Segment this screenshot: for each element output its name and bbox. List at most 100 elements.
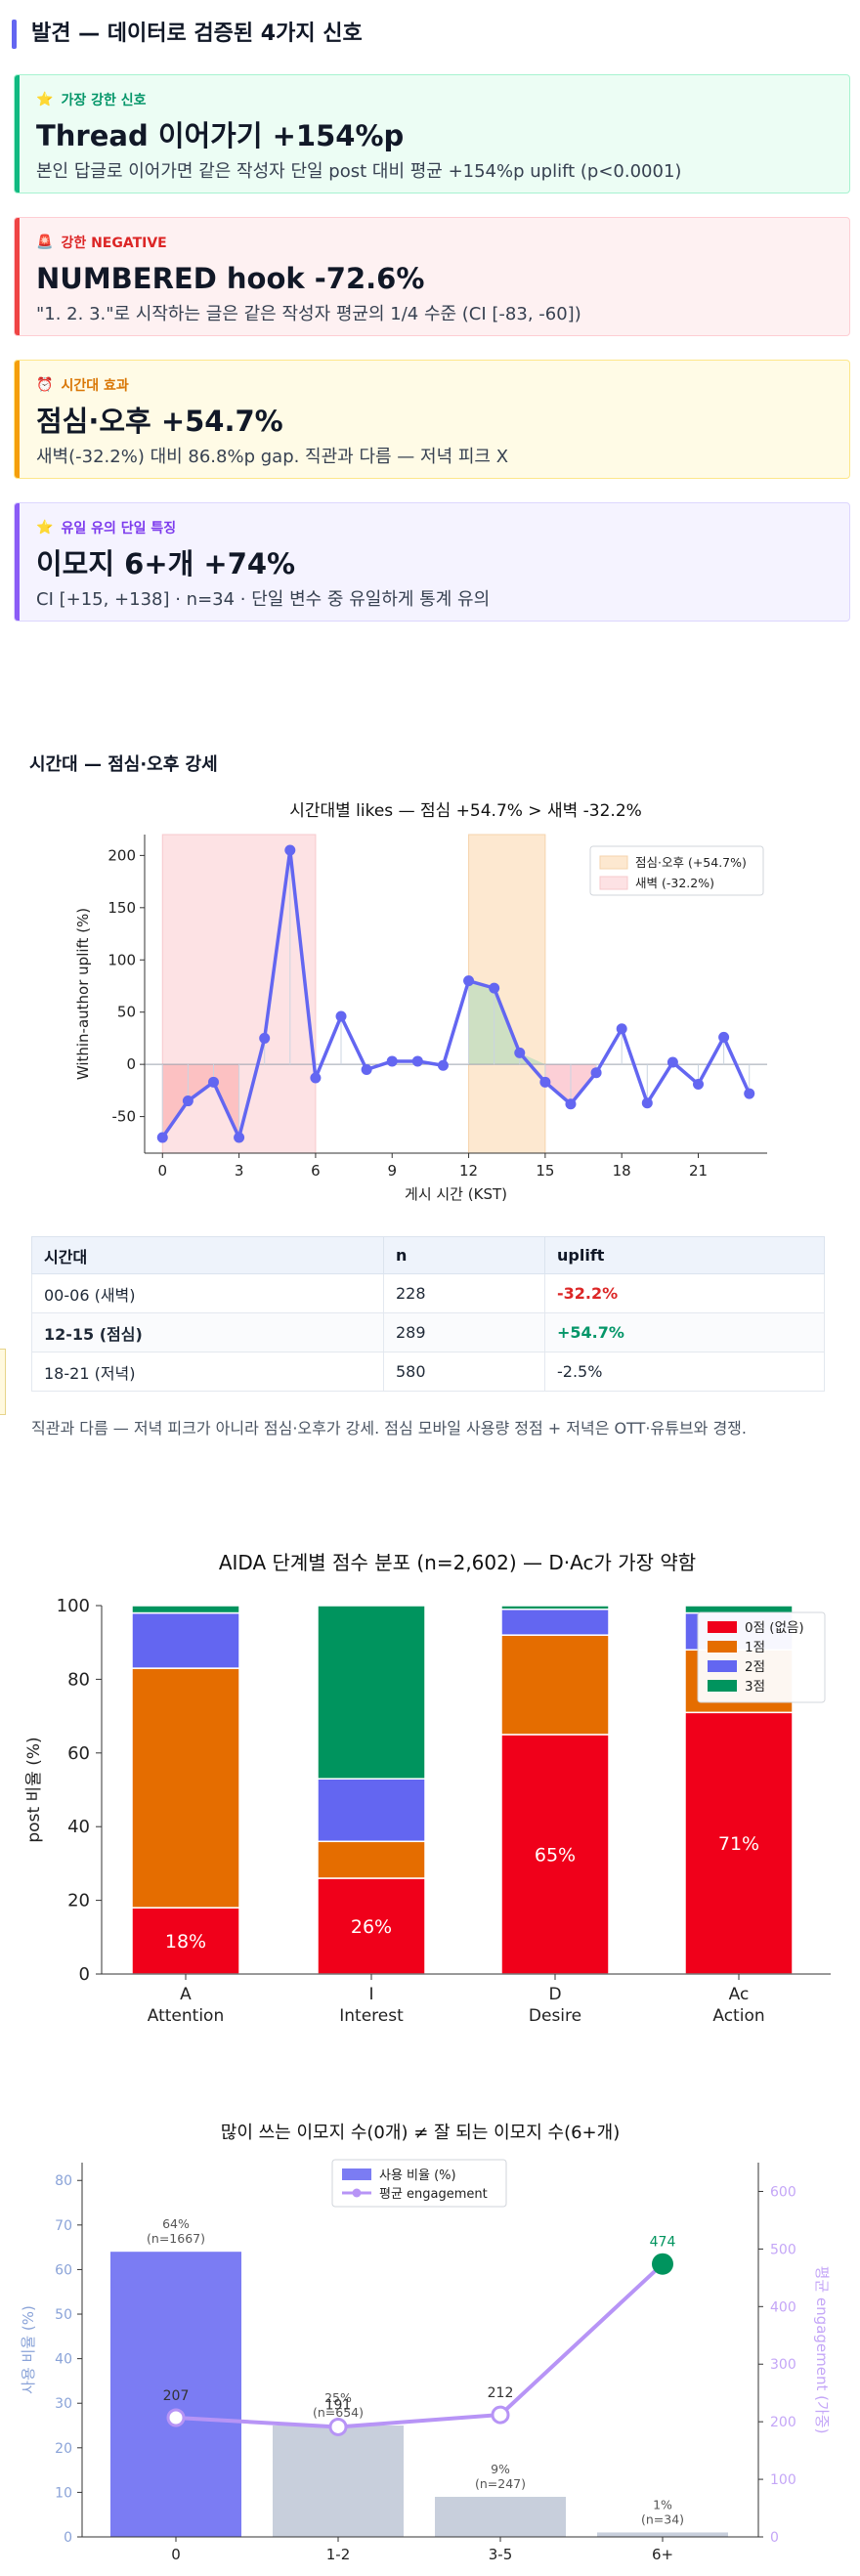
x-tick-label: 15 bbox=[536, 1162, 554, 1180]
card-tag-label: 유일 유의 단일 특징 bbox=[61, 521, 177, 537]
card-tag-label: 가장 강한 신호 bbox=[61, 93, 147, 108]
card-description: 본인 답글로 이어가면 같은 작성자 단일 post 대비 평균 +154%p … bbox=[36, 161, 682, 182]
y-tick-label: 60 bbox=[67, 1743, 90, 1764]
card-accent-bar bbox=[15, 503, 20, 621]
chart-title: 많이 쓰는 이모지 수(0개) ≠ 잘 되는 이모지 수(6+개) bbox=[221, 2123, 620, 2143]
legend-box bbox=[589, 845, 764, 896]
warning-icon: 🚨 bbox=[36, 235, 54, 250]
y2-tick-label: 600 bbox=[770, 2184, 796, 2200]
finding-card-emoji: ⭐ 유일 유의 단일 특징 이모지 6+개 +74% CI [+15, +138]… bbox=[14, 502, 850, 622]
bar-value-label: 25% bbox=[324, 2390, 352, 2405]
timezone-subtitle: 시간대 — 점심·오후 강세 bbox=[29, 754, 218, 775]
y-axis-label: 사용 비율 (%) bbox=[20, 2305, 37, 2394]
card-accent-bar bbox=[15, 361, 20, 478]
legend-marker bbox=[352, 2188, 362, 2198]
stacked-bar-segment bbox=[131, 1611, 240, 1669]
legend-swatch bbox=[599, 876, 628, 890]
engagement-point bbox=[491, 2405, 510, 2425]
cell-uplift: -2.5% bbox=[544, 1352, 825, 1392]
engagement-value-label: 212 bbox=[488, 2385, 514, 2401]
data-point bbox=[259, 1032, 271, 1044]
data-label: 65% bbox=[535, 1844, 576, 1866]
y-tick-label: 200 bbox=[108, 846, 136, 864]
bar-n-label: (n=654) bbox=[313, 2405, 364, 2420]
data-point bbox=[565, 1098, 577, 1110]
stacked-bar-segment bbox=[131, 1605, 240, 1614]
cell-n: 289 bbox=[383, 1312, 545, 1352]
card-headline: 이모지 6+개 +74% bbox=[36, 547, 296, 580]
x-tick-label: 9 bbox=[387, 1162, 397, 1180]
bar-n-label: (n=34) bbox=[641, 2512, 684, 2526]
data-point bbox=[182, 1095, 194, 1107]
x-tick-label: Action bbox=[712, 2006, 764, 2026]
card-accent-bar bbox=[15, 75, 20, 193]
engagement-value-label: 191 bbox=[325, 2397, 352, 2413]
stacked-bar-segment bbox=[500, 1609, 610, 1636]
y-tick-label: 60 bbox=[55, 2262, 72, 2278]
x-tick-label: 18 bbox=[613, 1162, 631, 1180]
bar-value-label: 64% bbox=[162, 2216, 190, 2231]
col-header-n: n bbox=[383, 1236, 545, 1274]
data-point bbox=[666, 1056, 678, 1068]
aida-stacked-chart: AIDA 단계별 점수 분포 (n=2,602) — D·Ac가 가장 약함 18… bbox=[24, 1551, 831, 2026]
legend-swatch bbox=[708, 1660, 737, 1672]
stacked-bar-segment bbox=[500, 1734, 610, 1975]
clipped-card-edge bbox=[0, 1349, 6, 1415]
x-tick-label: 3-5 bbox=[489, 2546, 513, 2563]
y2-tick-label: 200 bbox=[770, 2415, 796, 2430]
card-headline: NUMBERED hook -72.6% bbox=[36, 262, 425, 295]
x-tick-label: 12 bbox=[459, 1162, 478, 1180]
bar-n-label: (n=247) bbox=[475, 2476, 526, 2491]
clock-icon: ⏰ bbox=[36, 377, 54, 393]
card-tag: 🚨 강한 NEGATIVE bbox=[36, 232, 830, 253]
y-tick-label: 70 bbox=[55, 2218, 72, 2234]
uplift-line bbox=[160, 848, 752, 1139]
table-row: 00-06 (새벽) 228 -32.2% bbox=[31, 1273, 825, 1313]
card-description: "1. 2. 3."로 시작하는 글은 같은 작성자 평균의 1/4 수준 (C… bbox=[36, 304, 581, 324]
stacked-bar-segment bbox=[317, 1877, 426, 1975]
data-point bbox=[310, 1072, 322, 1084]
data-point bbox=[207, 1076, 219, 1088]
y-tick-label: 50 bbox=[117, 1004, 136, 1021]
x-tick-label: 3 bbox=[235, 1162, 244, 1180]
y-tick-label: 40 bbox=[55, 2352, 72, 2368]
stacked-bar-segment bbox=[317, 1778, 426, 1843]
data-point bbox=[284, 844, 296, 856]
y-tick-label: -50 bbox=[112, 1108, 137, 1126]
cell-slot: 12-15 (점심) bbox=[31, 1312, 384, 1352]
stacked-bar-segment bbox=[317, 1605, 426, 1780]
data-point bbox=[489, 982, 500, 994]
y-tick-label: 0 bbox=[126, 1055, 136, 1073]
y-tick-label: 40 bbox=[67, 1817, 90, 1837]
legend-label: 2점 bbox=[745, 1659, 765, 1675]
y-tick-label: 150 bbox=[108, 899, 136, 917]
legend-label: 사용 비율 (%) bbox=[379, 2168, 456, 2183]
finding-card-numbered: 🚨 강한 NEGATIVE NUMBERED hook -72.6% "1. 2.… bbox=[14, 217, 850, 336]
engagement-value-label: 207 bbox=[163, 2388, 190, 2404]
data-point bbox=[718, 1031, 730, 1043]
emoji-combo-chart: 많이 쓰는 이모지 수(0개) ≠ 잘 되는 이모지 수(6+개) 64%(n=1… bbox=[20, 2123, 831, 2563]
data-label: 18% bbox=[165, 1931, 206, 1953]
engagement-line bbox=[175, 2262, 665, 2429]
data-point bbox=[335, 1010, 347, 1022]
bar-value-label: 9% bbox=[491, 2462, 510, 2476]
engagement-highlight-point bbox=[652, 2253, 673, 2275]
y-tick-label: 0 bbox=[64, 2530, 72, 2546]
star-icon: ⭐ bbox=[36, 92, 54, 107]
y-tick-label: 50 bbox=[55, 2307, 72, 2323]
cell-uplift: -32.2% bbox=[544, 1273, 825, 1313]
stacked-bar-segment bbox=[131, 1667, 240, 1909]
cell-n: 228 bbox=[383, 1273, 545, 1313]
data-label: 71% bbox=[718, 1833, 759, 1855]
stacked-bar-segment bbox=[317, 1840, 426, 1879]
card-headline: Thread 이어가기 +154%p bbox=[36, 119, 405, 152]
table-row: 12-15 (점심) 289 +54.7% bbox=[31, 1312, 825, 1352]
x-tick-label: 6+ bbox=[652, 2546, 673, 2563]
cell-slot: 18-21 (저녁) bbox=[31, 1352, 384, 1392]
x-tick-label: Attention bbox=[148, 2006, 224, 2026]
x-tick-label: 1-2 bbox=[326, 2546, 351, 2563]
legend-label: 1점 bbox=[745, 1640, 765, 1655]
y-tick-label: 80 bbox=[55, 2173, 72, 2189]
x-tick-label: Ac bbox=[729, 1985, 750, 2004]
y-tick-label: 10 bbox=[55, 2485, 72, 2501]
